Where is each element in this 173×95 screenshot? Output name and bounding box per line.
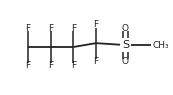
Text: F: F bbox=[93, 20, 99, 29]
Text: F: F bbox=[48, 24, 53, 33]
Text: CH₃: CH₃ bbox=[153, 41, 169, 50]
Text: F: F bbox=[93, 57, 99, 66]
Text: F: F bbox=[71, 24, 76, 33]
Text: O: O bbox=[122, 57, 129, 66]
Text: F: F bbox=[25, 61, 30, 70]
Text: F: F bbox=[25, 24, 30, 33]
Text: F: F bbox=[71, 61, 76, 70]
Text: S: S bbox=[122, 40, 129, 50]
Text: F: F bbox=[48, 61, 53, 70]
Text: O: O bbox=[122, 24, 129, 33]
